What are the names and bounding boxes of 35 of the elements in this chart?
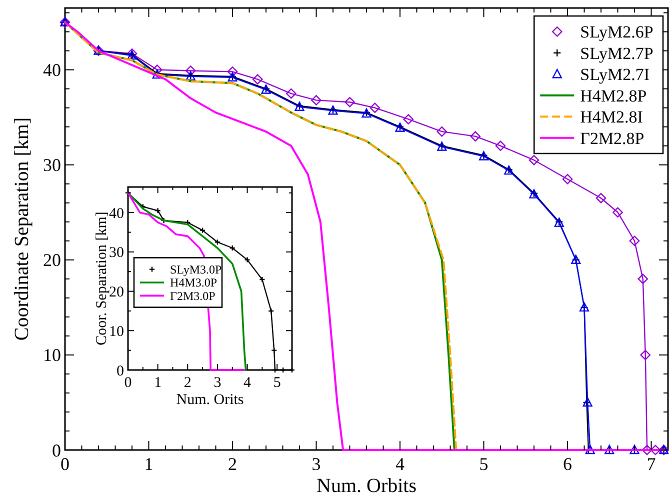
- legend-label: H4M2.8I: [580, 108, 644, 127]
- x-tick-label: 3: [214, 375, 222, 391]
- legend-label: SLyM2.6P: [580, 22, 654, 42]
- y-tick-label: 40: [109, 206, 124, 222]
- x-tick-label: 2: [228, 454, 237, 474]
- legend-label: SLyM3.0P: [170, 262, 222, 276]
- y-tick-label: 10: [109, 324, 124, 340]
- y-axis-title: Coordinate Separation [km]: [11, 117, 33, 341]
- y-tick-label: 10: [43, 345, 61, 366]
- legend-label: SLyM2.7I: [580, 65, 650, 84]
- y-tick-label: 20: [109, 284, 124, 301]
- legend-label: H4M2.8P: [580, 86, 647, 106]
- x-tick-label: 1: [154, 375, 162, 391]
- x-tick-label: 1: [144, 454, 154, 474]
- x-tick-label: 6: [563, 454, 572, 474]
- x-tick-label: 4: [244, 375, 252, 391]
- x-axis-title: Num. Orbits: [316, 475, 417, 497]
- x-tick-label: 4: [396, 454, 404, 474]
- x-axis-title: Num. Orits: [176, 392, 244, 408]
- y-tick-label: 40: [43, 60, 61, 80]
- x-tick-label: 2: [184, 375, 192, 391]
- x-tick-label: 3: [312, 454, 321, 474]
- legend-label: H4M3.0P: [170, 276, 218, 290]
- y-tick-label: 20: [43, 250, 61, 270]
- y-tick-label: 30: [109, 245, 124, 262]
- x-tick-label: 5: [273, 375, 281, 391]
- legend-label: SLyM2.7P: [580, 44, 654, 63]
- legend-label: Γ2M2.8P: [580, 128, 644, 148]
- y-tick-label: 0: [116, 363, 124, 380]
- y-tick-label: 30: [43, 155, 61, 176]
- legend-label: Γ2M3.0P: [170, 288, 216, 303]
- y-tick-label: 0: [52, 440, 61, 460]
- x-tick-label: 5: [479, 454, 488, 474]
- x-tick-label: 7: [646, 454, 656, 474]
- y-axis-title: Coor. Separation [km]: [94, 212, 110, 346]
